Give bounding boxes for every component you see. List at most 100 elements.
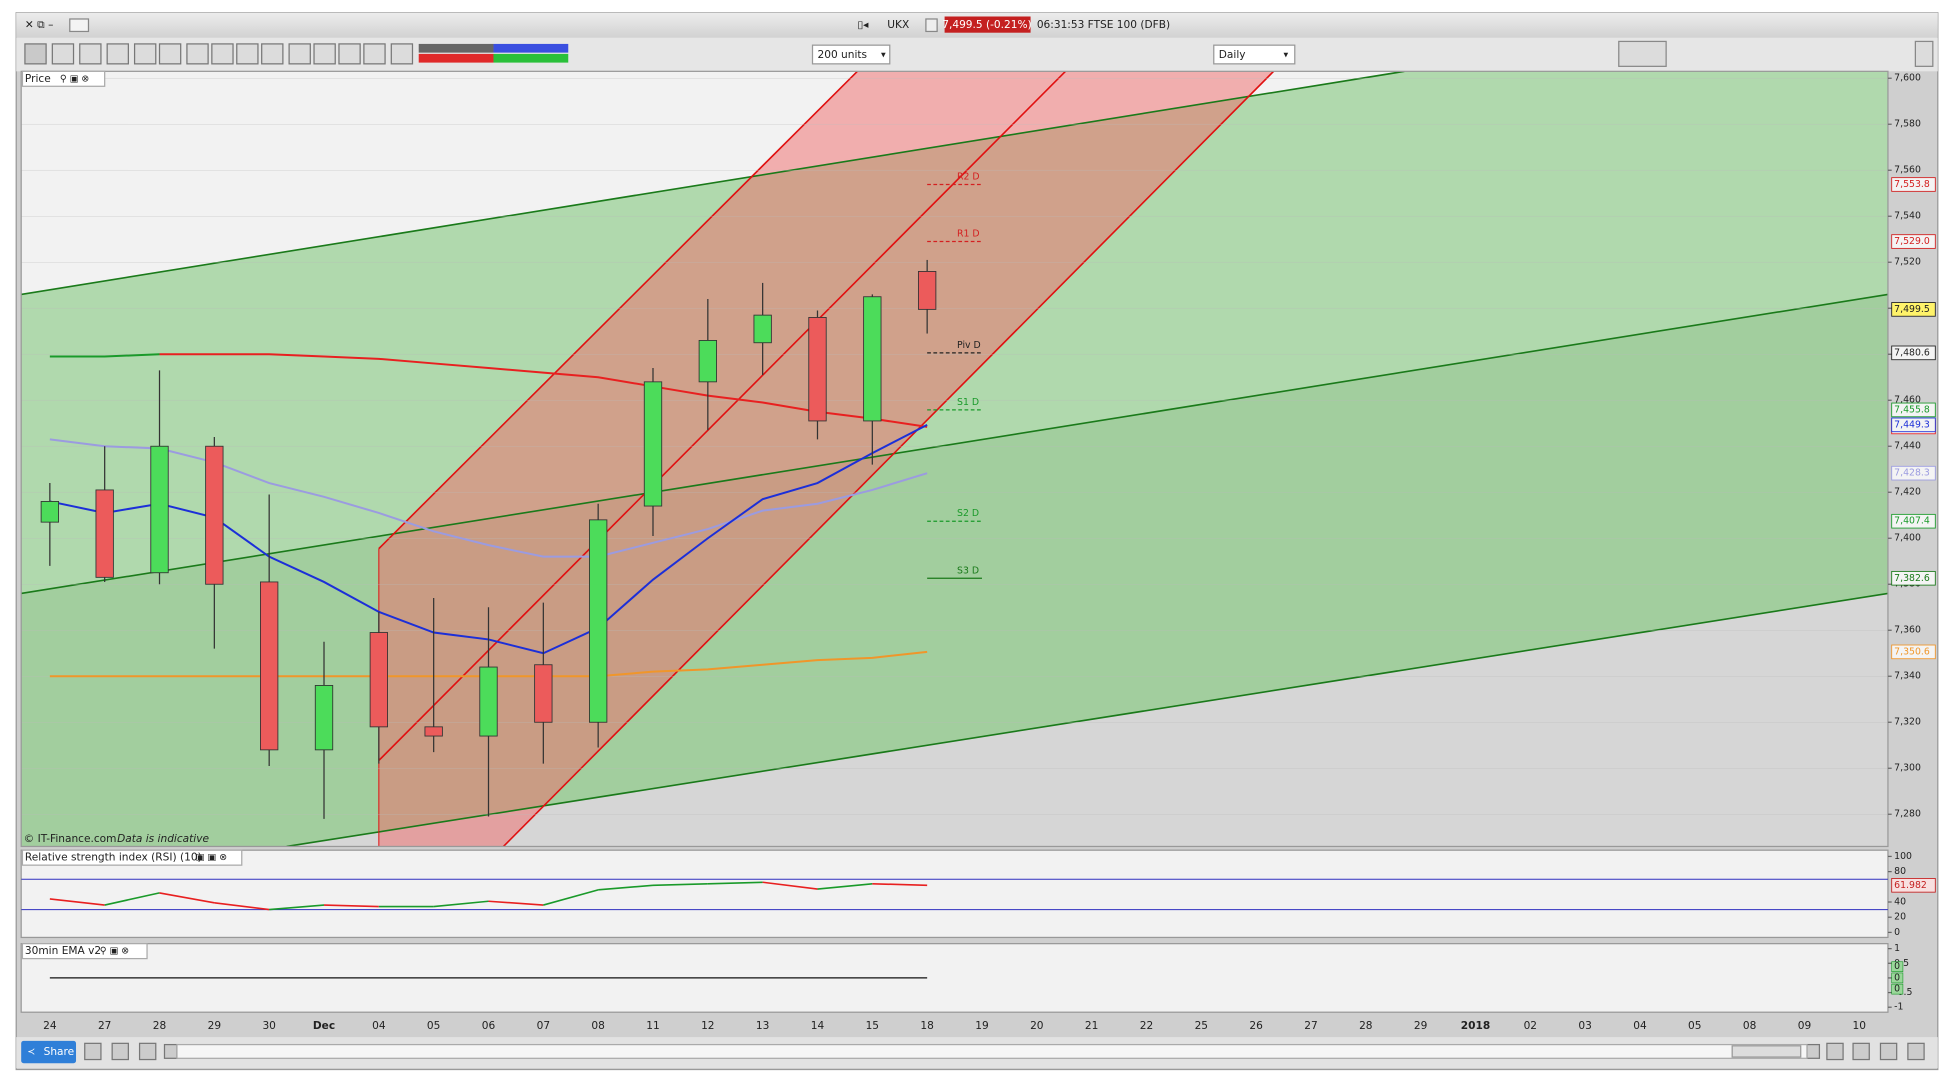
price-tag <box>1891 417 1936 433</box>
x-tick-label: 14 <box>811 1020 825 1032</box>
rsi-segment <box>104 892 160 906</box>
chart-type-button[interactable] <box>1618 40 1667 67</box>
scroll-thumb[interactable] <box>1731 1045 1802 1058</box>
rsi-segment <box>817 882 873 890</box>
units-select[interactable] <box>811 44 891 65</box>
y-tick-label: 7,420 <box>1894 487 1921 498</box>
x-tick-label: 29 <box>208 1020 221 1032</box>
x-tick-label: 15 <box>866 1020 879 1032</box>
price-tag <box>1891 234 1936 249</box>
pivot-name: S1 D <box>957 397 979 408</box>
x-tick-label: 06 <box>482 1020 496 1032</box>
price-tag-label: 61.982 <box>1894 880 1927 891</box>
x-tick-label: 22 <box>1140 1020 1153 1032</box>
price-badge <box>944 16 1031 33</box>
x-tick-label: 2018 <box>1461 1020 1490 1032</box>
rsi-segment <box>269 904 325 911</box>
x-tick-label: 04 <box>372 1020 386 1032</box>
panel-icons[interactable]: ⚲ ▣ ⊗ <box>60 73 89 84</box>
price-tag-label: 7,449.3 <box>1894 419 1930 430</box>
y-tick-label: 80 <box>1894 866 1906 877</box>
x-tick-label: 07 <box>537 1020 550 1032</box>
drawing-tools[interactable] <box>24 43 414 65</box>
y-tick-label: 7,360 <box>1894 625 1921 636</box>
side-button[interactable] <box>1914 40 1934 67</box>
rsi-segment <box>543 889 599 906</box>
x-tick-label: 29 <box>1414 1020 1427 1032</box>
panel-label <box>21 849 243 866</box>
symbol: UKX <box>887 19 909 31</box>
x-tick-label: 27 <box>98 1020 111 1032</box>
scrollbar[interactable] <box>176 1043 1808 1059</box>
y-tick-label: 7,440 <box>1894 441 1921 452</box>
candle-body <box>424 726 443 737</box>
pivot-name: R1 D <box>957 229 980 240</box>
share-button[interactable] <box>21 1040 77 1064</box>
y-tick-label: 40 <box>1894 897 1906 908</box>
value-tag <box>1891 972 1904 984</box>
y-tick-label: 7,520 <box>1894 257 1921 268</box>
candle-body <box>753 314 772 344</box>
y-tick-label: 7,320 <box>1894 717 1921 728</box>
candle-body <box>643 381 663 507</box>
price-tag-label: 7,382.6 <box>1894 573 1930 584</box>
y-tick-label: 0 <box>1894 927 1900 938</box>
note: Data is indicative <box>117 833 209 845</box>
menu-button[interactable] <box>69 18 90 33</box>
rsi-segment <box>707 881 763 885</box>
candle-body <box>314 685 334 751</box>
x-tick-label: 13 <box>756 1020 769 1032</box>
indicator-line <box>159 353 928 428</box>
x-tick-label: Dec <box>313 1020 335 1032</box>
x-tick-label: 02 <box>1524 1020 1537 1032</box>
price-border <box>20 70 1889 848</box>
x-tick-label: 18 <box>920 1020 933 1032</box>
x-tick-label: 28 <box>153 1020 166 1032</box>
price-tag-label: 7,480.6 <box>1894 347 1930 358</box>
color-palette[interactable] <box>418 43 569 63</box>
price-tag <box>1891 402 1936 418</box>
share-label: Share <box>44 1046 75 1058</box>
market-info: 06:31:53 FTSE 100 (DFB) <box>1037 19 1170 31</box>
rsi-segment <box>159 892 215 904</box>
value-tag <box>1891 961 1904 973</box>
y-tick-label: 7,540 <box>1894 211 1921 222</box>
price-tag-label: 7,553.8 <box>1894 179 1930 190</box>
price-tag <box>1891 570 1936 586</box>
y-tick-label: 7,580 <box>1894 119 1921 130</box>
x-tick-label: 05 <box>427 1020 440 1032</box>
pivot-name: R2 D <box>957 172 980 183</box>
y-tick-label: 7,460 <box>1894 395 1921 406</box>
candle-body <box>369 632 388 728</box>
x-tick-label: 20 <box>1030 1020 1044 1032</box>
x-tick-label: 11 <box>646 1020 659 1032</box>
interval-value: Daily <box>1219 49 1246 61</box>
window-controls[interactable]: ✕ ⧉ – <box>25 19 53 31</box>
share-icon: ≺ <box>27 1047 35 1058</box>
bottom-tools[interactable] <box>84 1042 1925 1061</box>
value-tag-label: 0 <box>1894 984 1900 995</box>
rsi-plot <box>21 878 1888 911</box>
x-tick-label: 10 <box>1853 1020 1867 1032</box>
info-button[interactable] <box>925 18 938 33</box>
price-tag <box>1891 465 1936 481</box>
y-tick-label: 7,300 <box>1894 763 1921 774</box>
rsi-panel <box>20 849 1889 939</box>
x-tick-label: 09 <box>1798 1020 1811 1032</box>
x-tick-label: 04 <box>1633 1020 1647 1032</box>
panel-icons[interactable]: ⚲ ▣ ⊗ <box>100 946 129 957</box>
candle-body <box>534 664 553 723</box>
x-tick-label: 27 <box>1304 1020 1317 1032</box>
panel-icons[interactable]: ▣ ▣ ⊗ <box>196 852 227 863</box>
interval-select[interactable] <box>1213 44 1296 65</box>
x-tick-label: 12 <box>701 1020 714 1032</box>
candle-body <box>95 489 114 578</box>
panel-title: Relative strength index (RSI) (10) <box>25 852 202 864</box>
panel-label <box>21 70 106 87</box>
x-tick-label: 21 <box>1085 1020 1098 1032</box>
price-tag-label: 7,407.4 <box>1894 516 1930 527</box>
x-tick-label: 05 <box>1688 1020 1701 1032</box>
price-tag <box>1891 302 1936 317</box>
